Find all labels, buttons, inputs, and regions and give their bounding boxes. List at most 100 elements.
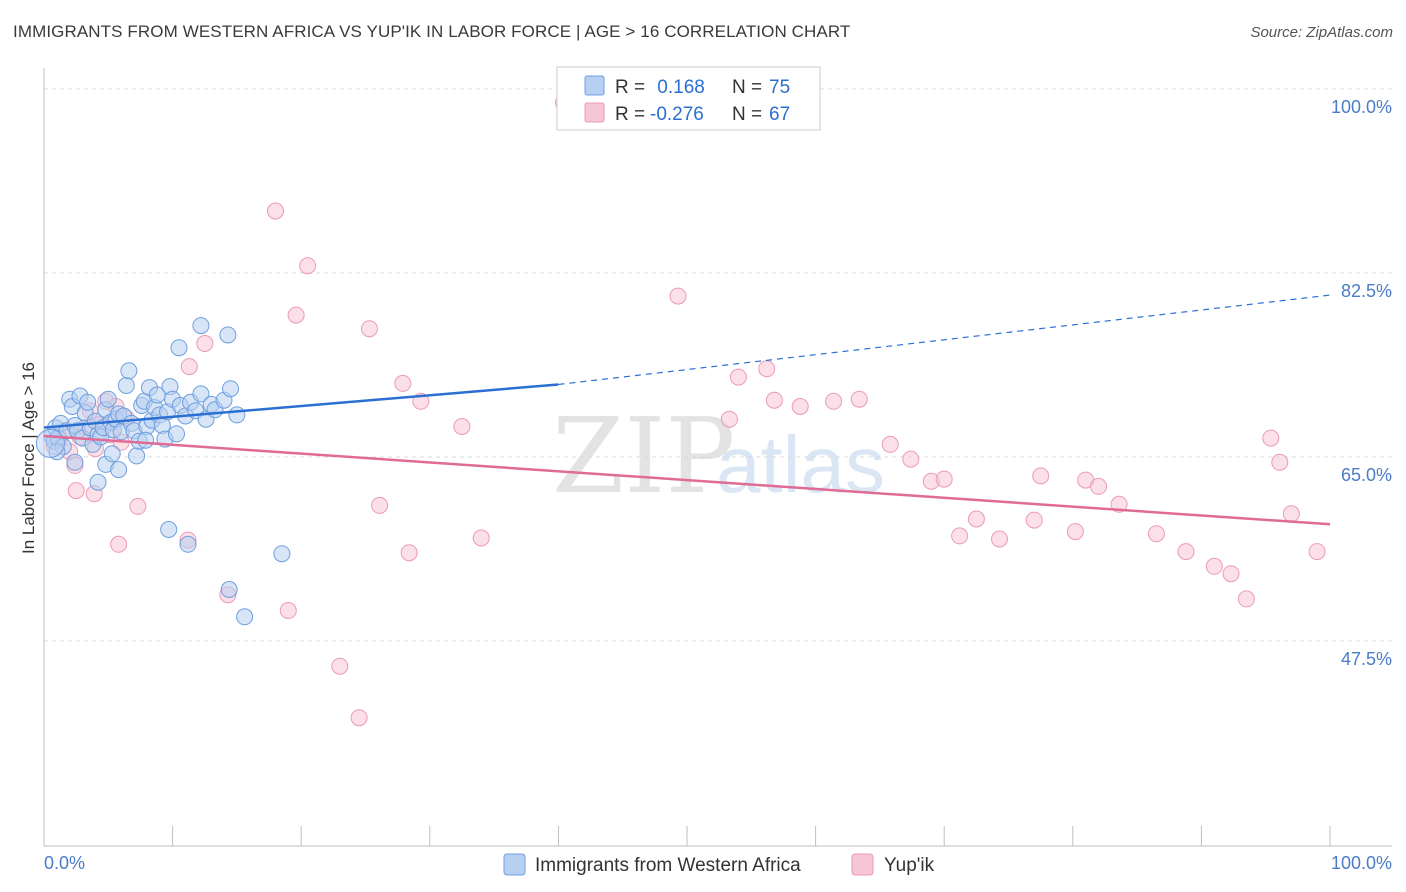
y-tick-label-3: 47.5%: [1341, 649, 1392, 669]
y-axis-label: In Labor Force | Age > 16: [19, 362, 38, 554]
yupik-point-63: [1262, 429, 1280, 447]
legend-n-label-2: N =: [732, 104, 762, 125]
yupik-point-28: [453, 418, 471, 435]
watermark-zip: ZIP: [552, 395, 735, 517]
yupik-point-60: [1205, 557, 1223, 575]
x-tick-max: 100.0%: [1331, 853, 1392, 873]
legend-swatch-pink: [584, 102, 605, 123]
legend-r-value-1: 0.168: [652, 77, 705, 98]
yupik-point-51: [991, 530, 1008, 548]
x-axis-ticks: [172, 826, 1331, 846]
yupik-point-61: [1222, 565, 1240, 583]
yupik-point-65: [1282, 505, 1300, 523]
bottom-legend-swatch-pink: [851, 853, 874, 876]
yupik-point-45: [881, 435, 899, 453]
yupik-point-29: [371, 496, 389, 514]
trend-line-western-africa-extension: [558, 294, 1331, 386]
western-africa-point-67: [170, 339, 188, 357]
watermark-atlas: atlas: [716, 420, 885, 509]
yupik-point-42: [791, 398, 809, 415]
yupik-point-25: [360, 320, 378, 338]
y-tick-label-1: 82.5%: [1341, 281, 1392, 301]
yupik-point-53: [1032, 467, 1050, 485]
western-africa-point-66: [137, 431, 155, 449]
yupik-point-23: [287, 306, 305, 324]
yupik-point-37: [669, 287, 687, 305]
western-africa-point-61: [66, 453, 84, 471]
western-africa-point-72: [220, 581, 238, 598]
western-africa-point-69: [219, 326, 237, 344]
western-africa-point-58: [222, 380, 239, 398]
yupik-point-26: [394, 374, 412, 392]
yupik-point-43: [825, 392, 843, 410]
western-africa-point-29: [117, 377, 135, 394]
legend-swatch-blue: [584, 75, 605, 96]
western-africa-point-70: [160, 521, 178, 538]
yupik-point-34: [350, 709, 368, 727]
yupik-point-44: [850, 390, 868, 408]
yupik-point-24: [299, 257, 317, 275]
western-africa-point-33: [128, 447, 146, 465]
yupik-point-35: [472, 529, 490, 547]
western-africa-point-74: [273, 545, 291, 563]
yupik-point-39: [729, 368, 747, 386]
y-tick-labels: 100.0% 82.5% 65.0% 47.5%: [1331, 97, 1392, 669]
source-label: Source: ZipAtlas.com: [1250, 24, 1393, 41]
trend-line-western-africa: [43, 383, 559, 429]
legend-n-label-1: N =: [732, 77, 762, 98]
western-africa-point-68: [192, 317, 210, 335]
yupik-point-40: [758, 360, 776, 378]
western-africa-point-22: [99, 390, 117, 408]
y-tick-label-2: 65.0%: [1341, 465, 1392, 485]
trend-lines: [43, 294, 1331, 526]
trend-line-yupik: [43, 434, 1331, 526]
yupik-point-50: [967, 510, 985, 528]
legend-r-label-2: R =: [615, 104, 645, 125]
bottom-legend-label-pink: Yup'ik: [884, 855, 935, 876]
western-africa-point-62: [89, 473, 107, 491]
western-africa-point-60: [48, 443, 66, 461]
yupik-point-20: [180, 358, 198, 376]
western-africa-point-48: [168, 425, 185, 443]
legend-n-value-2: 67: [769, 104, 790, 125]
yupik-point-64: [1271, 453, 1289, 471]
western-africa-point-30: [120, 362, 138, 380]
legend-r-value-2: -0.276: [650, 104, 704, 125]
yupik-point-18: [110, 535, 128, 553]
yupik-point-22: [267, 202, 284, 220]
legend-r-label-1: R =: [615, 77, 645, 98]
y-tick-label-0: 100.0%: [1331, 97, 1392, 117]
x-tick-min: 0.0%: [44, 853, 85, 873]
axes: [43, 68, 1392, 847]
yupik-point-56: [1090, 477, 1107, 495]
yupik-point-38: [720, 410, 738, 428]
western-africa-point-41: [148, 386, 166, 404]
yupik-point-54: [1066, 523, 1084, 541]
western-africa-cluster: [35, 428, 65, 458]
chart-title: IMMIGRANTS FROM WESTERN AFRICA VS YUP'IK…: [13, 22, 851, 41]
watermark: ZIP atlas: [552, 395, 885, 517]
western-africa-point-65: [110, 461, 128, 479]
western-africa-point-64: [103, 445, 121, 463]
yupik-point-21: [196, 335, 214, 352]
bottom-legend-swatch-blue: [503, 853, 526, 876]
stats-legend: R = 0.168 N = 75 R = -0.276 N = 67: [556, 66, 821, 131]
yupik-point-59: [1177, 543, 1195, 561]
yupik-point-17: [129, 497, 147, 515]
bottom-legend-label-blue: Immigrants from Western Africa: [535, 855, 801, 876]
yupik-point-62: [1237, 590, 1255, 608]
yupik-point-41: [765, 391, 783, 409]
western-africa-point-53: [192, 385, 210, 403]
yupik-point-58: [1147, 525, 1165, 543]
yupik-point-33: [331, 657, 349, 675]
series-legend: Immigrants from Western Africa Yup'ik: [503, 853, 935, 876]
western-africa-point-14: [79, 393, 97, 411]
yupik-point-48: [935, 470, 953, 488]
yupik-point-32: [279, 602, 297, 619]
yupik-point-52: [1025, 511, 1043, 529]
western-africa-point-73: [236, 608, 254, 626]
western-africa-point-71: [179, 535, 197, 553]
legend-n-value-1: 75: [769, 77, 790, 98]
yupik-point-15: [67, 482, 85, 500]
